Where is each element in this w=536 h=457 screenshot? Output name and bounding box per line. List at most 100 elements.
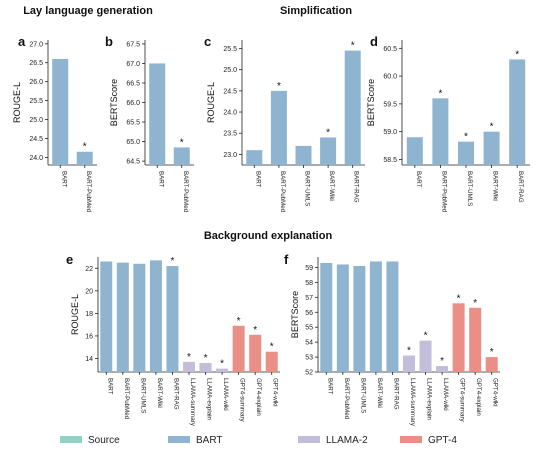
y-tick-label: 26.0 bbox=[29, 79, 43, 86]
panel-label: f bbox=[284, 252, 289, 267]
x-tick-label: LLAMA-wiki bbox=[442, 378, 449, 411]
bar-BART bbox=[320, 262, 333, 372]
y-tick-label: 18 bbox=[85, 311, 93, 318]
y-axis-label: ROUGE-L bbox=[206, 82, 216, 123]
x-tick-label: BART bbox=[415, 171, 422, 188]
legend-swatch bbox=[60, 436, 82, 443]
y-tick-label: 20 bbox=[85, 288, 93, 295]
x-tick-label: BART-UMLS bbox=[466, 171, 473, 206]
bar-GPT4-summary bbox=[452, 303, 465, 372]
y-tick-label: 54 bbox=[305, 340, 313, 347]
y-axis-label: BERTScore bbox=[366, 79, 376, 126]
significance-star: * bbox=[220, 359, 224, 370]
panel-label: c bbox=[204, 34, 211, 49]
x-tick-label: BART-UMLS bbox=[304, 171, 311, 206]
bar-GPT4-explain bbox=[469, 307, 482, 372]
y-tick-label: 59.0 bbox=[383, 129, 397, 136]
panel-e: e 14 16 18 20 22 ROUGE-L BART BART-PubMed BART-UM… bbox=[66, 252, 280, 427]
significance-star: * bbox=[277, 81, 281, 92]
y-tick-label: 55 bbox=[305, 325, 313, 332]
legend-swatch bbox=[168, 436, 190, 443]
panel-c: c 23.0 23.5 24.0 24.5 25.0 25.5 ROUGE-L BART BART… bbox=[204, 34, 365, 213]
bar-GPT4-wiki bbox=[485, 357, 498, 372]
y-tick-label: 59 bbox=[305, 265, 313, 272]
y-tick-label: 23.0 bbox=[223, 152, 237, 159]
significance-star: * bbox=[253, 325, 257, 336]
bar-BART-Wiki bbox=[369, 261, 382, 372]
x-tick-label: BART-RAG bbox=[172, 378, 179, 410]
legend: Source BART LLAMA-2 GPT-4 bbox=[60, 435, 457, 446]
legend-label: LLAMA-2 bbox=[326, 435, 368, 446]
bar-BART-Wiki bbox=[320, 137, 337, 165]
y-tick-label: 24.5 bbox=[223, 88, 237, 95]
x-tick-label: LLAMA-explain bbox=[426, 378, 433, 421]
significance-star: * bbox=[438, 88, 442, 99]
y-tick-label: 25.5 bbox=[29, 98, 43, 105]
y-tick-label: 53 bbox=[305, 355, 313, 362]
y-tick-label: 23.5 bbox=[223, 131, 237, 138]
panel-label: d bbox=[370, 34, 378, 49]
x-tick-label: BART-Wiki bbox=[328, 171, 335, 201]
x-tick-label: BART-PubMed bbox=[279, 171, 286, 213]
y-tick-label: 60.0 bbox=[383, 74, 397, 81]
bar-BART-PubMed bbox=[270, 90, 287, 165]
panel-label: b bbox=[105, 34, 113, 49]
significance-star: * bbox=[270, 342, 274, 353]
bar-BART bbox=[149, 63, 166, 165]
x-tick-label: BART-Wiki bbox=[156, 378, 163, 408]
x-tick-label: GPT4-wiki bbox=[272, 378, 279, 407]
bar-BART-Wiki bbox=[149, 260, 162, 372]
y-tick-label: 65.0 bbox=[126, 139, 140, 146]
bar-GPT4-explain bbox=[249, 334, 262, 372]
x-tick-label: BART-PubMed bbox=[343, 378, 350, 420]
y-axis-label: BERTScore bbox=[109, 79, 119, 126]
significance-star: * bbox=[180, 137, 184, 148]
bar-BART-RAG bbox=[344, 50, 361, 166]
x-tick-label: BART bbox=[60, 171, 67, 188]
bar-BART bbox=[406, 137, 423, 165]
y-tick-label: 60.5 bbox=[383, 46, 397, 53]
bar-BART-UMLS bbox=[458, 141, 474, 165]
y-tick-label: 59.5 bbox=[383, 101, 397, 108]
bar-BART-Wiki bbox=[483, 131, 500, 165]
legend-swatch bbox=[400, 436, 422, 443]
x-tick-label: BART-PubMed bbox=[182, 171, 189, 213]
bar-BART-PubMed bbox=[173, 147, 190, 165]
x-tick-label: BART-UMLS bbox=[139, 378, 146, 413]
bar-BART-PubMed bbox=[336, 264, 349, 372]
bar-GPT4-wiki bbox=[265, 351, 278, 372]
bar-GPT4-summary bbox=[232, 325, 245, 372]
bar-BART-UMLS bbox=[295, 145, 312, 165]
legend-label: BART bbox=[196, 435, 223, 446]
bar-LLAMA-wiki bbox=[216, 368, 229, 372]
bar-BART-PubMed bbox=[76, 151, 93, 165]
bar-LLAMA-explain bbox=[419, 340, 432, 372]
x-tick-label: BART-Wiki bbox=[376, 378, 383, 408]
y-tick-label: 64.5 bbox=[126, 159, 140, 166]
x-tick-label: BART bbox=[106, 378, 113, 395]
section-title-lay: Lay language generation bbox=[23, 5, 153, 17]
x-tick-label: BART bbox=[157, 171, 164, 188]
y-tick-label: 14 bbox=[85, 356, 93, 363]
bar-BART bbox=[100, 261, 113, 372]
y-axis-label: ROUGE-L bbox=[12, 82, 22, 123]
significance-star: * bbox=[204, 353, 208, 364]
significance-star: * bbox=[171, 256, 175, 267]
x-tick-label: GPT4-explain bbox=[475, 378, 482, 416]
y-tick-label: 22 bbox=[85, 266, 93, 273]
section-title-simplification: Simplification bbox=[280, 5, 352, 17]
bar-BART-UMLS bbox=[353, 265, 366, 372]
x-tick-label: BART-RAG bbox=[392, 378, 399, 410]
y-tick-label: 67.5 bbox=[126, 41, 140, 48]
legend-label: Source bbox=[88, 435, 120, 446]
x-tick-label: LLAMA-explain bbox=[206, 378, 213, 421]
panel-d: d 58.5 59.0 59.5 60.0 60.5 BERTScore BART BART-P… bbox=[366, 34, 530, 213]
bar-LLAMA-explain bbox=[199, 362, 212, 372]
x-tick-label: BART-RAG bbox=[517, 171, 524, 203]
bar-BART-UMLS bbox=[133, 263, 146, 372]
significance-star: * bbox=[407, 346, 411, 357]
y-tick-label: 67.0 bbox=[126, 61, 140, 68]
bar-BART bbox=[52, 58, 69, 165]
section-title-background: Background explanation bbox=[204, 230, 333, 242]
bar-BART bbox=[246, 150, 263, 165]
